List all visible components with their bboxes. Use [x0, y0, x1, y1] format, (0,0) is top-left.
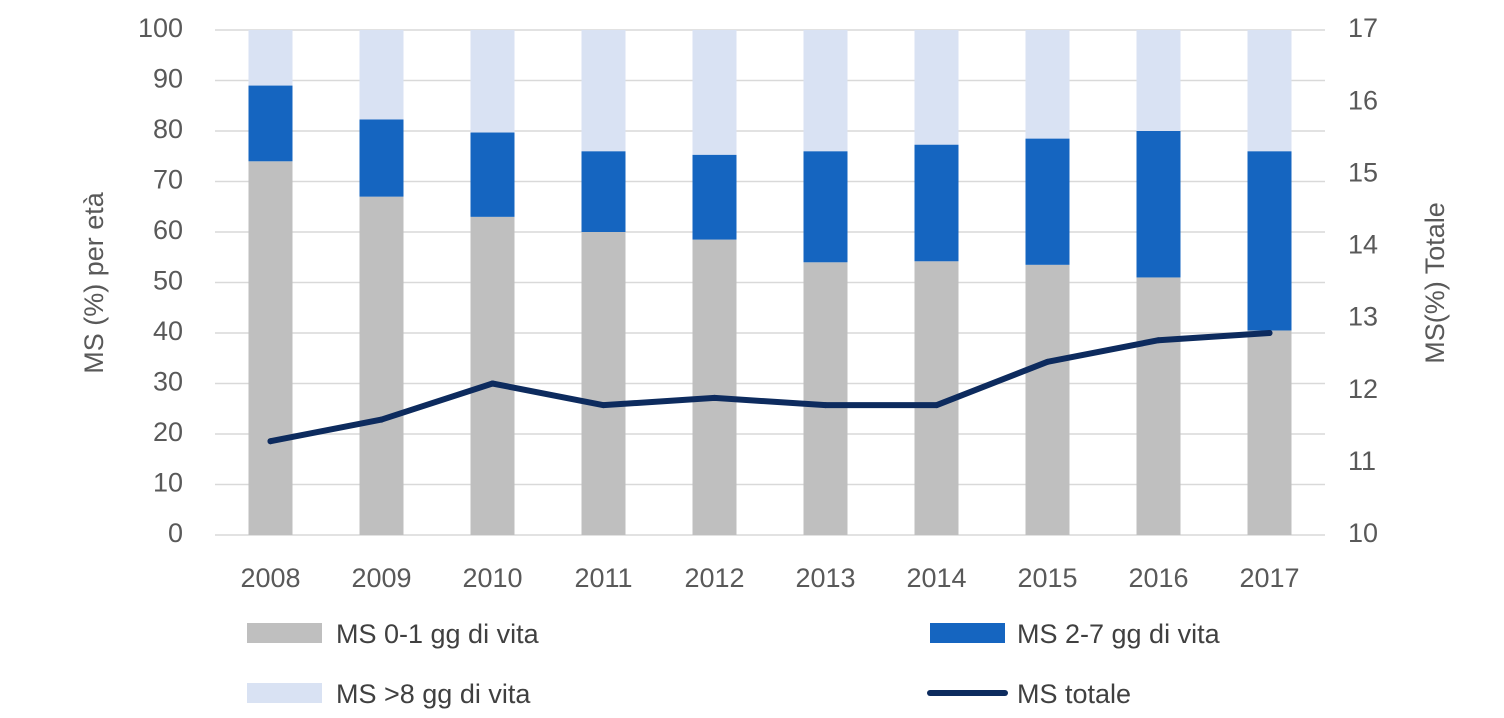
bar-2010-series-1 [470, 132, 515, 217]
point-ms-totale-2011 [600, 402, 607, 409]
x-tick-2008: 2008 [240, 563, 300, 593]
point-ms-totale-2009 [378, 416, 385, 423]
point-ms-totale-2015 [1044, 358, 1051, 365]
legend-swatch-ms-0-1 [247, 623, 322, 643]
left-tick-80: 80 [153, 114, 183, 144]
bar-2009-series-0 [359, 196, 404, 535]
legend-swatch-ms-8 [247, 683, 322, 703]
legend-label-ms-totale: MS totale [1017, 679, 1131, 709]
bar-2015-series-0 [1025, 264, 1070, 535]
left-axis-title: MS (%) per età [79, 191, 109, 374]
right-tick-10: 10 [1348, 518, 1378, 548]
point-ms-totale-2017 [1266, 330, 1273, 336]
legend-label-ms-8: MS >8 gg di vita [336, 679, 531, 709]
x-tick-2013: 2013 [795, 563, 855, 593]
bar-2008-series-0 [248, 161, 293, 536]
right-tick-11: 11 [1348, 446, 1376, 476]
bar-2010-series-2 [470, 30, 515, 133]
right-tick-12: 12 [1348, 374, 1378, 404]
point-ms-totale-2008 [267, 438, 274, 445]
x-tick-2016: 2016 [1128, 563, 1188, 593]
point-ms-totale-2016 [1155, 337, 1162, 344]
bar-2013-series-2 [803, 30, 848, 152]
bar-2008-series-1 [248, 85, 293, 162]
legend-item-ms-2-7: MS 2-7 gg di vita [930, 619, 1221, 649]
bar-2013-series-0 [803, 262, 848, 535]
left-tick-50: 50 [153, 266, 183, 296]
right-axis-ticks: 10 11 12 13 14 15 16 17 [1348, 13, 1378, 548]
bar-2016-series-0 [1136, 277, 1181, 535]
bar-2008-series-2 [248, 30, 293, 86]
left-tick-60: 60 [153, 215, 183, 245]
legend: MS 0-1 gg di vita MS 2-7 gg di vita MS >… [247, 619, 1221, 709]
legend-label-ms-2-7: MS 2-7 gg di vita [1017, 619, 1221, 649]
bar-2013-series-1 [803, 151, 848, 263]
bar-2012-series-1 [692, 154, 737, 240]
left-tick-90: 90 [153, 64, 183, 94]
left-tick-20: 20 [153, 417, 183, 447]
left-tick-40: 40 [153, 316, 183, 346]
bar-2009-series-2 [359, 30, 404, 120]
bar-2010-series-0 [470, 216, 515, 535]
bar-2012-series-2 [692, 30, 737, 155]
left-tick-10: 10 [153, 468, 183, 498]
bar-2016-series-1 [1136, 131, 1181, 278]
bar-2014-series-2 [914, 30, 959, 145]
bar-2011-series-0 [581, 232, 626, 535]
x-tick-2011: 2011 [574, 563, 632, 593]
bar-2012-series-0 [692, 239, 737, 535]
bar-2015-series-1 [1025, 138, 1070, 265]
line-ms-totale [267, 330, 1273, 445]
left-tick-70: 70 [153, 165, 183, 195]
right-tick-16: 16 [1348, 85, 1378, 115]
x-tick-2010: 2010 [462, 563, 522, 593]
bar-2015-series-2 [1025, 30, 1070, 139]
x-tick-2015: 2015 [1017, 563, 1077, 593]
x-tick-2012: 2012 [684, 563, 744, 593]
legend-label-ms-0-1: MS 0-1 gg di vita [336, 619, 540, 649]
x-tick-2017: 2017 [1239, 563, 1299, 593]
bar-2009-series-1 [359, 119, 404, 197]
bar-2016-series-2 [1136, 30, 1181, 131]
legend-swatch-ms-2-7 [930, 623, 1005, 643]
bar-2014-series-1 [914, 144, 959, 262]
left-tick-0: 0 [168, 518, 183, 548]
legend-item-ms-totale: MS totale [927, 679, 1131, 709]
right-tick-13: 13 [1348, 302, 1378, 332]
legend-item-ms-8: MS >8 gg di vita [247, 679, 531, 709]
right-axis-title: MS(%) Totale [1420, 202, 1450, 364]
bars [248, 30, 1292, 536]
point-ms-totale-2013 [822, 402, 829, 409]
right-tick-15: 15 [1348, 157, 1378, 187]
legend-item-ms-0-1: MS 0-1 gg di vita [247, 619, 540, 649]
bar-2017-series-1 [1247, 151, 1292, 331]
left-tick-100: 100 [138, 13, 183, 43]
left-axis-ticks: 0 10 20 30 40 50 60 70 80 90 100 [138, 13, 183, 548]
right-tick-14: 14 [1348, 230, 1378, 260]
point-ms-totale-2010 [489, 380, 496, 387]
point-ms-totale-2012 [711, 394, 718, 401]
x-tick-2014: 2014 [906, 563, 966, 593]
point-ms-totale-2014 [933, 402, 940, 409]
line-series [267, 330, 1273, 445]
x-tick-2009: 2009 [351, 563, 411, 593]
bar-2017-series-2 [1247, 30, 1292, 152]
left-tick-30: 30 [153, 367, 183, 397]
bar-2011-series-2 [581, 30, 626, 152]
bar-2017-series-0 [1247, 330, 1292, 535]
right-tick-17: 17 [1348, 13, 1378, 43]
x-axis-ticks: 2008 2009 2010 2011 2012 2013 2014 2015 2016 2017 [240, 563, 1299, 593]
bar-2011-series-1 [581, 151, 626, 232]
